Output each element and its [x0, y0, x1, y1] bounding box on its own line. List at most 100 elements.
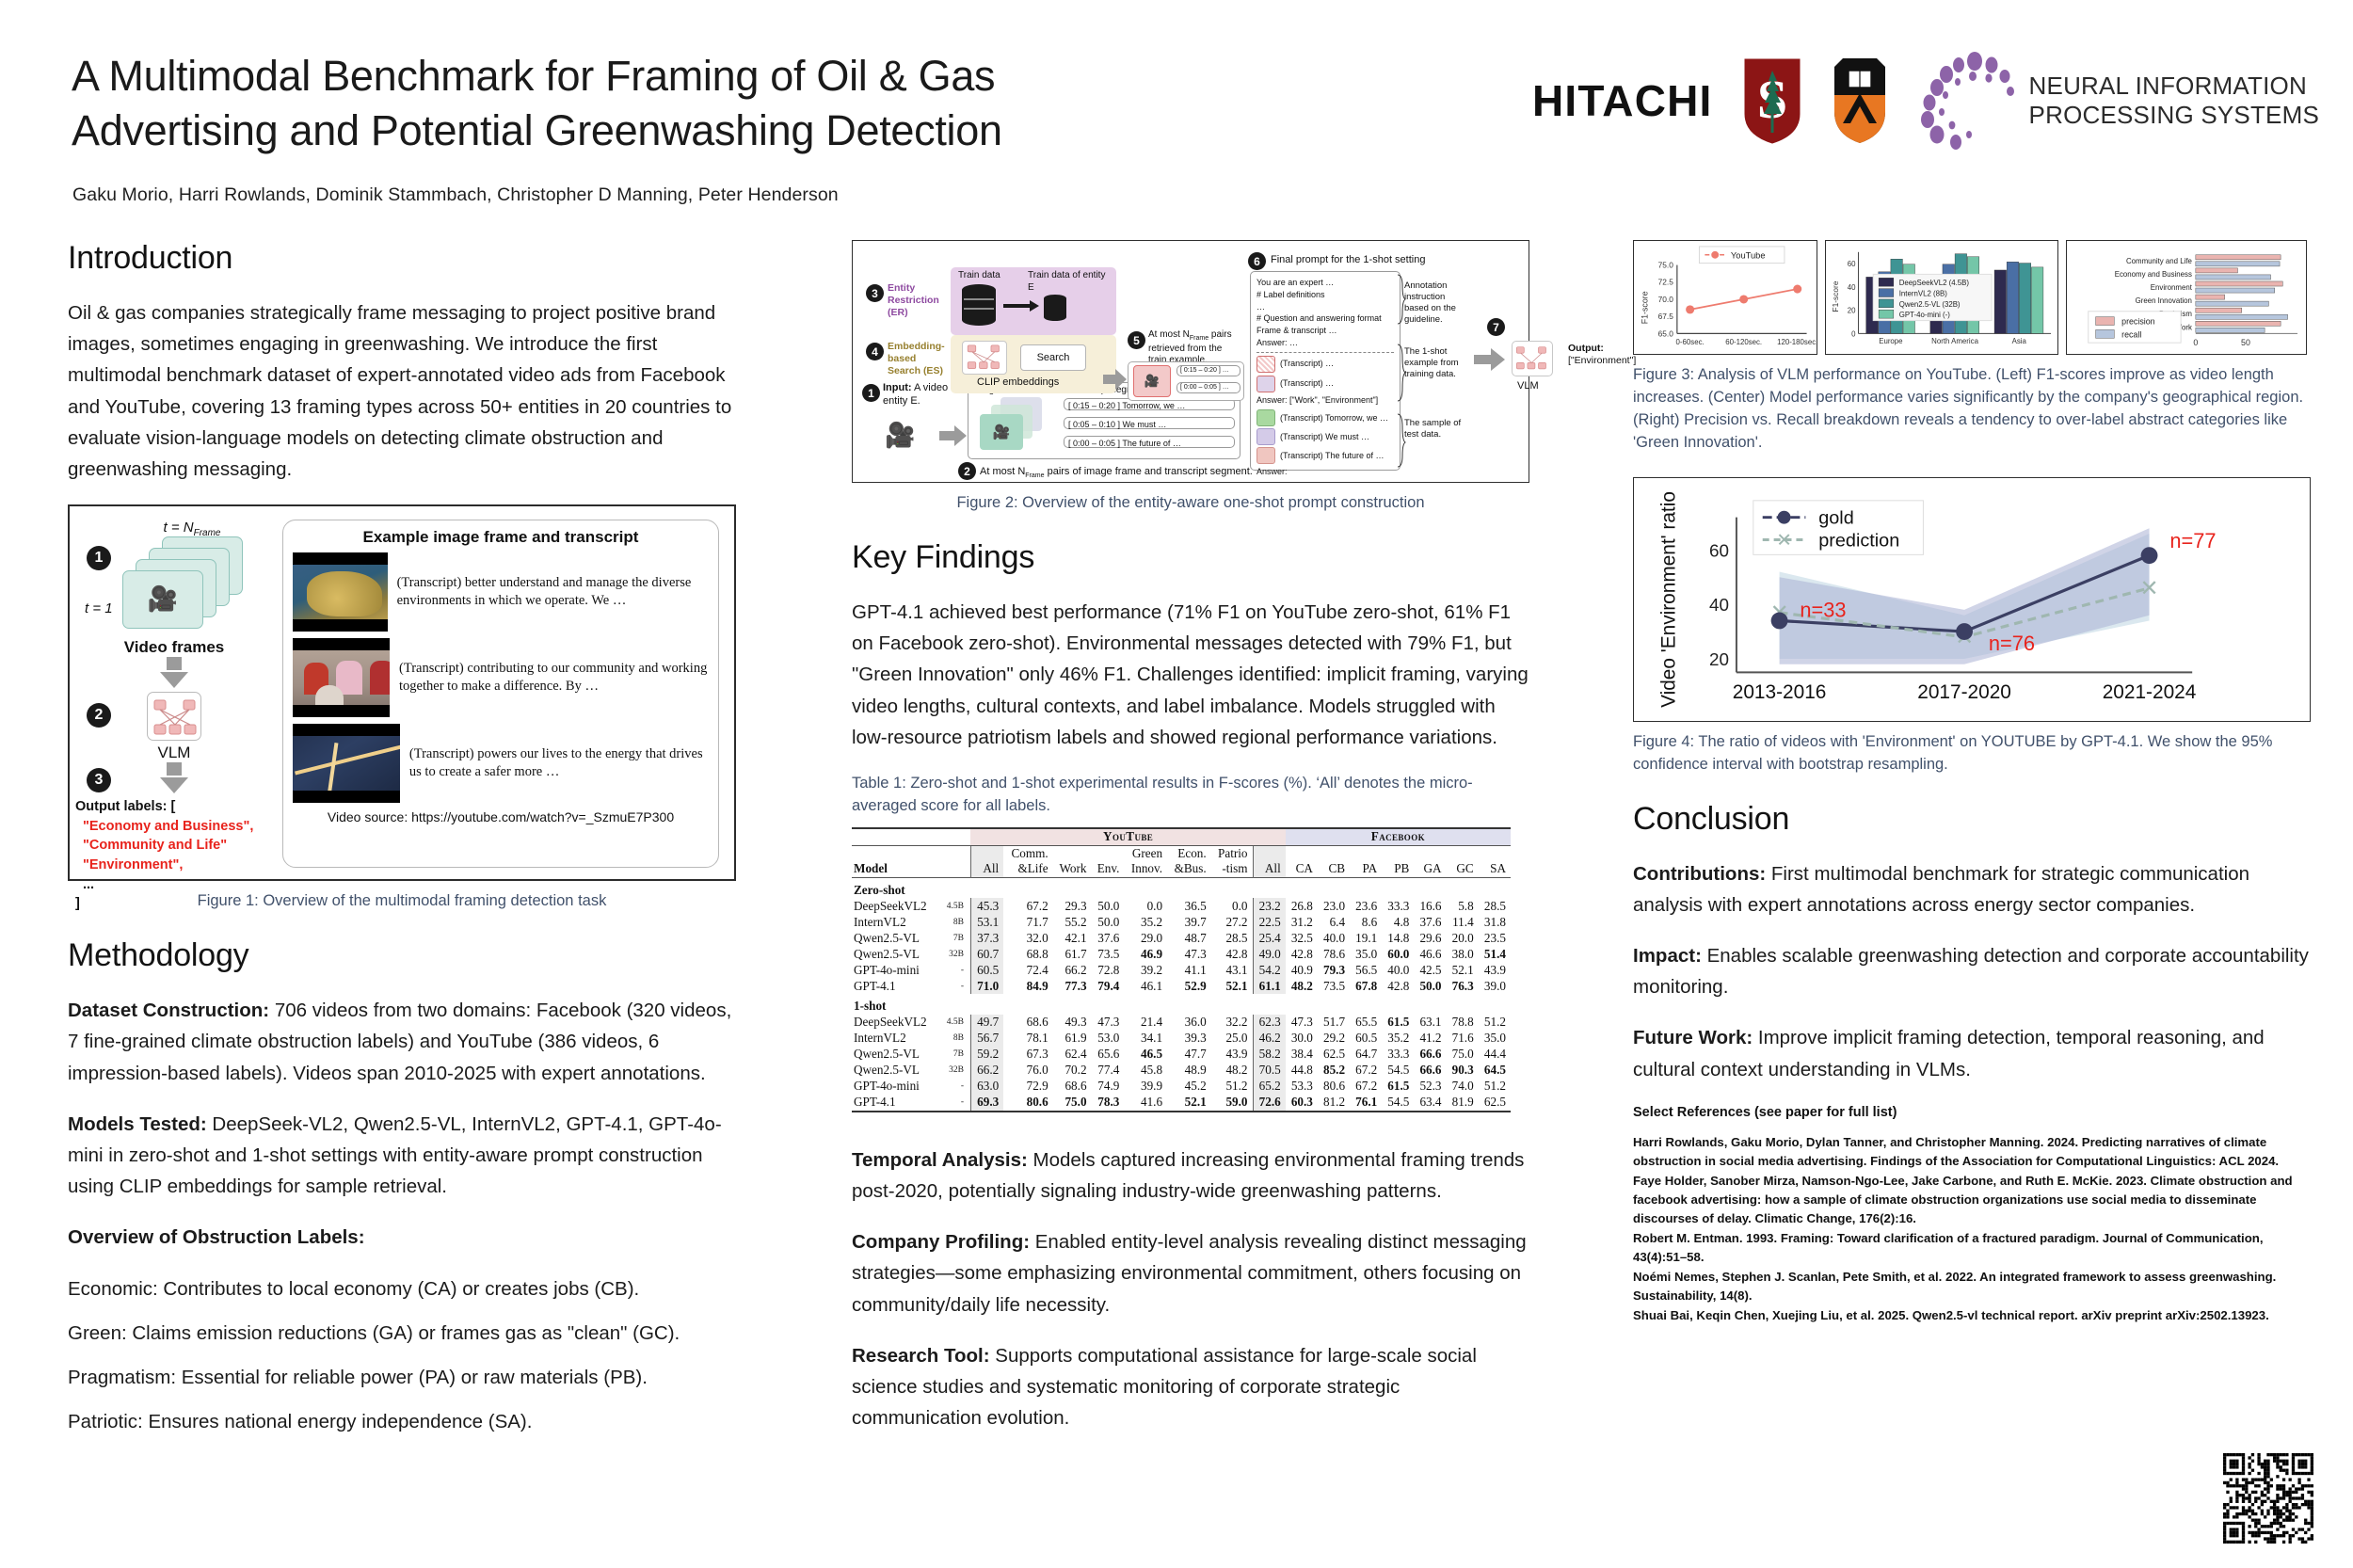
- table-cell-fb-2: 23.0: [1322, 898, 1346, 913]
- svg-text:Video 'Environment' ratio: Video 'Environment' ratio: [1657, 491, 1679, 708]
- table-cell-model: Qwen2.5-VL: [854, 946, 920, 961]
- models-tested-text: DeepSeek-VL2, Qwen2.5-VL, InternVL2, GPT…: [68, 1112, 722, 1198]
- future-work-paragraph: Future Work: Improve implicit framing de…: [1633, 1022, 2311, 1084]
- f2-embedding-search-label: Embedding-based Search (ES): [888, 341, 945, 377]
- reference-item: Shuai Bai, Keqin Chen, Xuejing Liu, et a…: [1633, 1308, 2269, 1323]
- table-section-header: Zero-shot: [852, 876, 1511, 899]
- svg-text:Economy and Business: Economy and Business: [2115, 270, 2192, 279]
- obstruction-label-economic: Economic: Contributes to local economy (…: [68, 1277, 640, 1300]
- svg-text:Environment: Environment: [2151, 283, 2193, 292]
- table-cell-fb-3: 56.5: [1355, 962, 1378, 977]
- reference-item: Noémi Nemes, Stephen J. Scanlan, Pete Sm…: [1633, 1270, 2277, 1304]
- table-cell-fb-4: 42.8: [1387, 978, 1410, 993]
- table-cell-yt-0: 60.5: [969, 962, 1004, 979]
- f2-search-button[interactable]: Search: [1020, 344, 1086, 371]
- figure-1-caption: Figure 1: Overview of the multimodal fra…: [197, 892, 607, 910]
- f2-prompt-box: You are an expert … # Label definitions …: [1250, 271, 1401, 476]
- table-cell-yt-0: 71.0: [969, 978, 1004, 995]
- f2-prompt-line-0: You are an expert …: [1257, 278, 1335, 287]
- f2-input-label: Input:: [883, 382, 912, 393]
- example-card-title: Example image frame and transcript: [362, 528, 639, 547]
- table-cell-yt-4: 34.1: [1140, 1031, 1163, 1046]
- svg-text:60: 60: [1709, 540, 1729, 560]
- vlm-box-icon: [147, 692, 201, 742]
- svg-text:Qwen2.5-VL (32B): Qwen2.5-VL (32B): [1899, 300, 1961, 309]
- table-cell-fb-4: 61.5: [1387, 1015, 1410, 1030]
- figure-2-caption: Figure 2: Overview of the entity-aware o…: [956, 494, 1425, 511]
- table-cell-fb-5: 37.6: [1419, 914, 1442, 929]
- research-tool-text: Supports computational assistance for la…: [852, 1344, 1477, 1430]
- table-cell-fb-6: 5.8: [1458, 898, 1474, 913]
- reference-item: Harri Rowlands, Gaku Morio, Dylan Tanner…: [1633, 1134, 2280, 1168]
- figure-2: 1 Input: A video of entity E. 🎥 Image fr…: [852, 240, 1636, 483]
- table-cell-yt-0: 66.2: [969, 1062, 1004, 1079]
- table-cell-yt-5: 45.2: [1184, 1079, 1207, 1094]
- table-cell-yt-6: 48.2: [1225, 1063, 1248, 1078]
- table-cell-yt-4: 46.9: [1140, 946, 1163, 961]
- table-header-fb-2: CB: [1317, 844, 1351, 878]
- svg-text:2017-2020: 2017-2020: [1917, 681, 2011, 703]
- research-tool-paragraph: Research Tool: Supports computational as…: [852, 1340, 1529, 1434]
- table-cell-yt-5: 48.7: [1184, 930, 1207, 945]
- table-cell-yt-4: 41.6: [1124, 1094, 1168, 1112]
- table-cell-yt-0: 56.7: [969, 1030, 1004, 1047]
- table-cell-yt-5: 36.0: [1184, 1015, 1207, 1030]
- table-cell-yt-4: 46.5: [1140, 1047, 1163, 1062]
- table-cell-yt-2: 75.0: [1052, 1094, 1092, 1112]
- table-cell-yt-2: 29.3: [1064, 898, 1087, 913]
- table-cell-fb-5: 52.3: [1419, 1079, 1442, 1094]
- f2-output-value: ["Environment"]: [1568, 355, 1637, 367]
- table-cell-yt-3: 65.6: [1097, 1047, 1120, 1062]
- table-cell-yt-0: 49.7: [969, 1014, 1004, 1031]
- table-cell-fb-5: 16.6: [1419, 898, 1442, 913]
- f2-brace-note-0: Annotation instruction based on the guid…: [1404, 280, 1456, 325]
- f2-step-7-badge: 7: [1487, 318, 1505, 336]
- table-cell-yt-3: 37.6: [1097, 930, 1120, 945]
- table-cell-yt-1: 68.8: [1026, 946, 1048, 961]
- table-cell-fb-5: 29.6: [1419, 930, 1442, 945]
- svg-text:F1-score: F1-score: [1640, 291, 1649, 324]
- introduction-body: Oil & gas companies strategically frame …: [68, 302, 732, 481]
- contributions-paragraph: Contributions: First multimodal benchmar…: [1633, 858, 2311, 920]
- table-cell-fb-7: 51.4: [1483, 946, 1506, 961]
- table-cell-fb-0: 23.2: [1252, 898, 1286, 915]
- contributions-text: First multimodal benchmark for strategic…: [1633, 862, 2250, 916]
- table-cell-yt-2: 68.6: [1064, 1079, 1087, 1094]
- table-header-yt-3: Env.: [1091, 844, 1125, 878]
- table-cell-fb-4: 61.5: [1387, 1079, 1410, 1094]
- table-cell-yt-0: 63.0: [969, 1078, 1004, 1095]
- table-cell-fb-3: 8.6: [1361, 914, 1378, 929]
- table-cell-fb-0: 22.5: [1252, 914, 1286, 931]
- svg-text:72.5: 72.5: [1658, 278, 1674, 287]
- f2-prompt-line-5: Answer: …: [1257, 337, 1299, 347]
- table-cell-yt-3: 73.5: [1097, 946, 1120, 961]
- table-cell-fb-3: 76.1: [1350, 1094, 1383, 1112]
- figure-3-center-legend: DeepSeekVL2 (4.5B) InternVL2 (8B) Qwen2.5-…: [1872, 273, 1993, 322]
- table-cell-fb-3: 60.5: [1355, 1031, 1378, 1046]
- table-cell-fb-2: 73.5: [1322, 978, 1346, 993]
- table-cell-yt-6: 42.8: [1225, 946, 1248, 961]
- thumbnail-city-image: [293, 724, 400, 804]
- table-cell-yt-4: 45.8: [1140, 1063, 1163, 1078]
- svg-text:75.0: 75.0: [1658, 261, 1674, 270]
- table-cell-fb-0: 25.4: [1252, 930, 1286, 947]
- logo-row: HITACHI S: [1532, 49, 2319, 152]
- reference-item: Faye Holder, Sanober Mirza, Namson-Ngo-L…: [1633, 1173, 2293, 1225]
- table-row: DeepSeekVL2 4.5B 49.7 68.6 49.3 47.3 21.4 36.0 3…: [852, 1014, 1511, 1031]
- table-cell-yt-1: 76.0: [1026, 1063, 1048, 1078]
- svg-text:Community and Life: Community and Life: [2126, 257, 2193, 265]
- svg-text:40: 40: [1709, 595, 1729, 615]
- svg-text:recall: recall: [2121, 329, 2141, 339]
- stanford-logo-icon: S: [1744, 58, 1801, 144]
- table-row: Qwen2.5-VL 32B 60.7 68.8 61.7 73.5 46.9 47.3 42.…: [852, 946, 1511, 963]
- qr-code-icon[interactable]: [2223, 1453, 2313, 1544]
- table-cell-fb-7: 51.2: [1483, 1015, 1506, 1030]
- table-cell-fb-0: 54.2: [1252, 962, 1286, 979]
- table-cell-fb-4: 54.5: [1387, 1063, 1410, 1078]
- table-cell-fb-6: 52.1: [1451, 962, 1474, 977]
- table-cell-yt-0: 53.1: [969, 914, 1004, 931]
- table-header-fb-5: GA: [1414, 844, 1447, 878]
- table-header-fb-7: SA: [1478, 844, 1511, 878]
- table-cell-fb-1: 42.8: [1290, 946, 1313, 961]
- table-cell-size: -: [960, 1081, 964, 1092]
